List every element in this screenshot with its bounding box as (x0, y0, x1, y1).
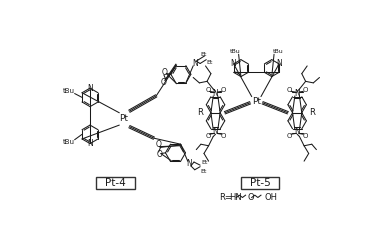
Text: N: N (87, 84, 93, 93)
Text: O: O (205, 87, 211, 93)
Text: tBu: tBu (272, 49, 283, 54)
Text: Et: Et (200, 169, 207, 174)
Text: O: O (162, 68, 168, 77)
Text: O: O (287, 87, 292, 93)
Text: N: N (231, 59, 236, 68)
Text: O: O (161, 78, 167, 87)
Text: N: N (294, 89, 300, 98)
Text: Pt: Pt (252, 97, 261, 106)
Text: O: O (221, 133, 226, 139)
Text: tBu: tBu (62, 88, 74, 94)
Text: O: O (248, 193, 254, 202)
Text: O: O (221, 87, 226, 93)
Text: N: N (212, 127, 218, 136)
Text: R=: R= (220, 193, 232, 202)
Text: tBu: tBu (62, 139, 74, 145)
Text: R: R (197, 108, 203, 117)
Text: R: R (310, 108, 316, 117)
Text: N: N (187, 159, 192, 168)
Text: Et: Et (206, 60, 213, 65)
Text: HN: HN (229, 193, 242, 202)
Text: Pt: Pt (119, 114, 128, 124)
Text: N: N (192, 59, 198, 68)
Text: O: O (156, 140, 162, 149)
Text: Pt-4: Pt-4 (105, 178, 126, 188)
Text: O: O (205, 133, 211, 139)
Text: O: O (287, 133, 292, 139)
Text: N: N (212, 89, 218, 98)
Text: Et: Et (200, 52, 207, 57)
Bar (241, 177, 279, 189)
Text: O: O (302, 133, 308, 139)
Text: Pt-5: Pt-5 (250, 178, 270, 188)
Text: OH: OH (264, 193, 277, 202)
Bar (96, 177, 135, 189)
Text: tBu: tBu (229, 49, 240, 54)
Text: O: O (156, 150, 162, 159)
Text: O: O (302, 87, 308, 93)
Text: Et: Et (201, 160, 207, 165)
Text: N: N (87, 139, 93, 148)
Text: N: N (294, 127, 300, 136)
Text: N: N (276, 59, 282, 68)
